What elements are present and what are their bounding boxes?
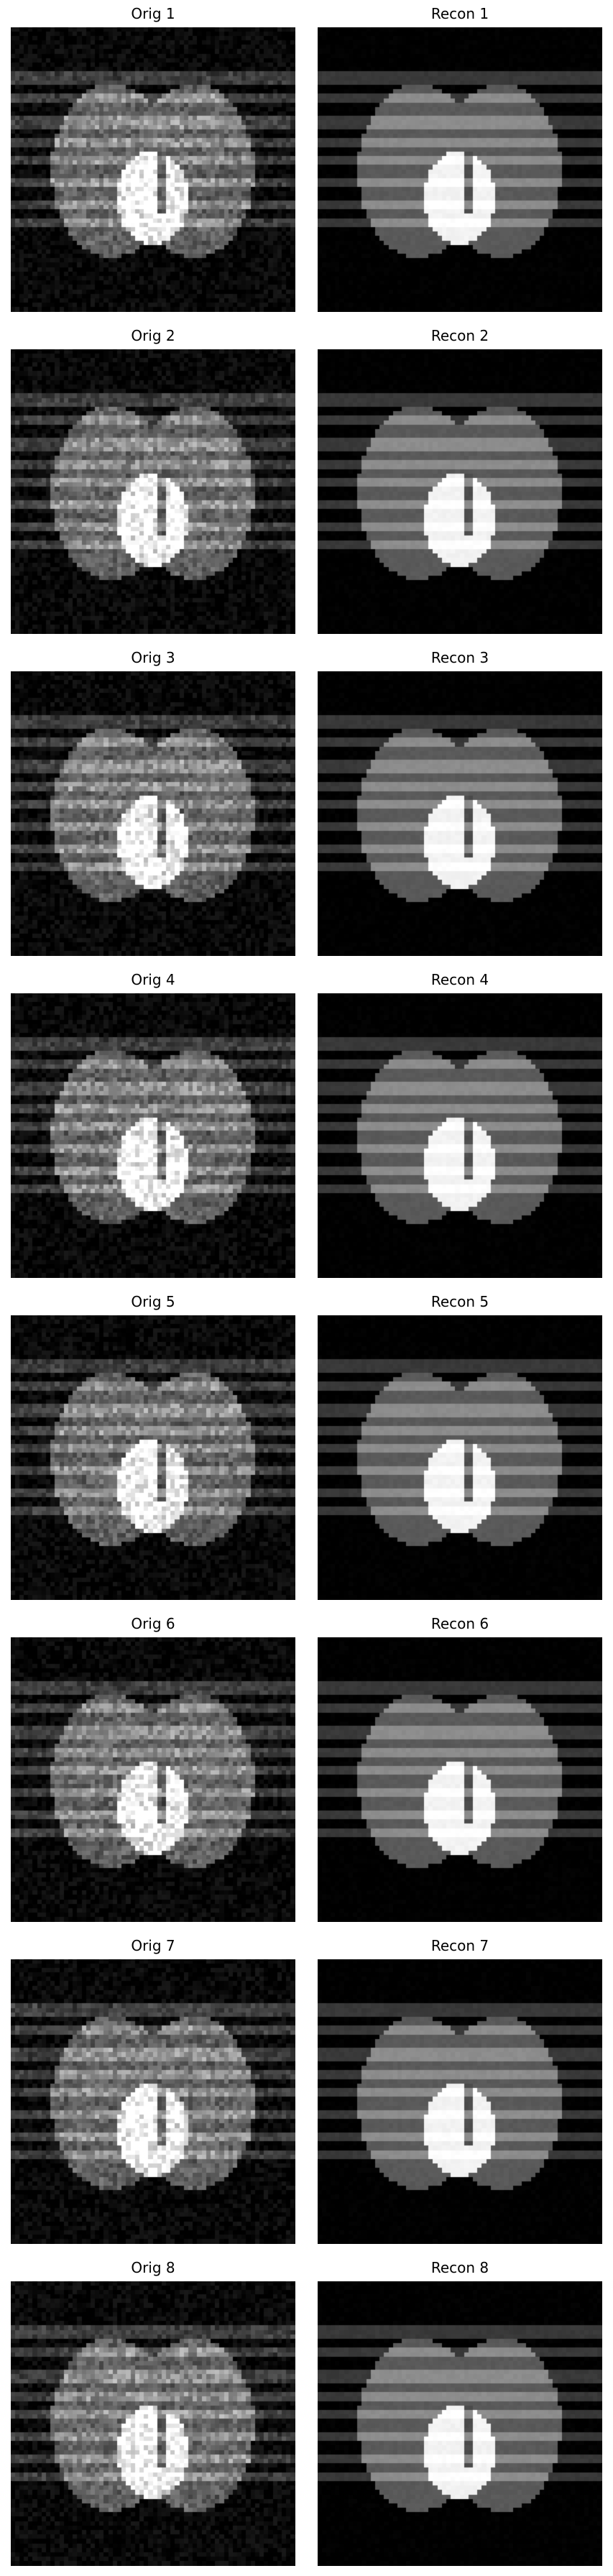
reconstructed-phantom-image [318,349,602,634]
original-panel: Orig 4 [11,972,295,1278]
reconstruction-panel: Recon 4 [318,972,602,1278]
original-panel: Orig 7 [11,1938,295,2244]
panel-title: Recon 4 [430,971,489,988]
panel-title: Orig 5 [131,1293,175,1310]
noisy-phantom-image [11,1637,295,1922]
panel-title: Orig 7 [131,1937,175,1954]
reconstruction-panel: Recon 8 [318,2260,602,2566]
panel-title: Orig 4 [131,971,175,988]
panel-title: Recon 7 [430,1937,489,1954]
original-panel: Orig 6 [11,1616,295,1922]
original-panel: Orig 1 [11,6,295,312]
reconstruction-panel: Recon 2 [318,328,602,634]
noisy-phantom-image [11,1959,295,2244]
panel-title: Orig 8 [131,2259,175,2276]
reconstructed-phantom-image [318,671,602,956]
noisy-phantom-image [11,993,295,1278]
panel-title: Recon 3 [430,649,489,666]
reconstructed-phantom-image [318,1637,602,1922]
panel-title: Recon 2 [430,327,489,344]
panel-title: Orig 1 [131,5,175,22]
panel-title: Recon 6 [430,1615,489,1632]
original-panel: Orig 8 [11,2260,295,2566]
reconstructed-phantom-image [318,993,602,1278]
reconstructed-phantom-image [318,1959,602,2244]
original-panel: Orig 2 [11,328,295,634]
panel-title: Orig 2 [131,327,175,344]
noisy-phantom-image [11,2281,295,2566]
noisy-phantom-image [11,671,295,956]
reconstruction-panel: Recon 5 [318,1294,602,1600]
panel-title: Recon 8 [430,2259,489,2276]
panel-title: Recon 5 [430,1293,489,1310]
noisy-phantom-image [11,27,295,312]
noisy-phantom-image [11,1315,295,1600]
reconstruction-panel: Recon 7 [318,1938,602,2244]
original-panel: Orig 3 [11,650,295,956]
reconstructed-phantom-image [318,2281,602,2566]
noisy-phantom-image [11,349,295,634]
original-panel: Orig 5 [11,1294,295,1600]
reconstructed-phantom-image [318,27,602,312]
reconstruction-panel: Recon 3 [318,650,602,956]
panel-title: Orig 6 [131,1615,175,1632]
reconstruction-panel: Recon 6 [318,1616,602,1922]
panel-title: Recon 1 [430,5,489,22]
reconstructed-phantom-image [318,1315,602,1600]
panel-title: Orig 3 [131,649,175,666]
reconstruction-panel: Recon 1 [318,6,602,312]
